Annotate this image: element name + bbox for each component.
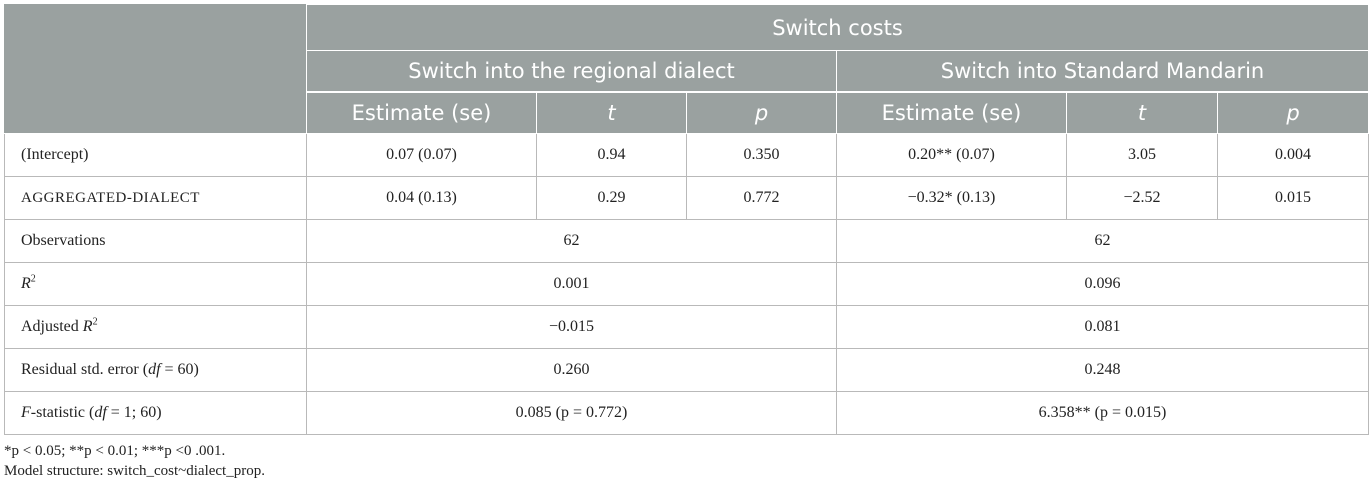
table-header: Switch costs Switch into the regional di… <box>4 4 1369 134</box>
table-cell: 0.94 <box>536 133 687 177</box>
table-row: Observations 62 62 <box>4 219 1369 263</box>
header-col-estimate: Estimate (se) <box>306 91 537 134</box>
label-suffix: = 1; 60) <box>106 404 162 421</box>
table-cell: 62 <box>306 219 837 263</box>
row-label: Adjusted R2 <box>4 305 307 349</box>
regression-table: Switch costs Switch into the regional di… <box>4 4 1369 435</box>
table-cell: 0.081 <box>836 305 1369 349</box>
header-col-t: t <box>536 91 687 134</box>
table-cell: 0.29 <box>536 176 687 220</box>
label-prefix: Adjusted <box>21 318 83 335</box>
header-col-p: p <box>1217 91 1369 134</box>
label-f: F <box>21 404 31 421</box>
row-label: R2 <box>4 262 307 306</box>
label-mid: -statistic ( <box>30 404 95 421</box>
header-subgroup-regional: Switch into the regional dialect <box>306 50 837 93</box>
row-label: Residual std. error (df = 60) <box>4 348 307 392</box>
header-col-p: p <box>686 91 837 134</box>
table-cell: 0.001 <box>306 262 837 306</box>
table-cell: 6.358** (p = 0.015) <box>836 391 1369 435</box>
label-df: df <box>148 361 161 378</box>
row-label: F-statistic (df = 1; 60) <box>4 391 307 435</box>
table-cell: 0.04 (0.13) <box>306 176 537 220</box>
label-suffix: = 60) <box>160 361 199 378</box>
table-cell: 0.015 <box>1217 176 1369 220</box>
table-cell: 0.20** (0.07) <box>836 133 1067 177</box>
table-row: R2 0.001 0.096 <box>4 262 1369 306</box>
table-cell: 0.772 <box>686 176 837 220</box>
table-cell: 0.248 <box>836 348 1369 392</box>
label-df: df <box>94 404 107 421</box>
table-row: (Intercept) 0.07 (0.07) 0.94 0.350 0.20*… <box>4 133 1369 177</box>
table-body: (Intercept) 0.07 (0.07) 0.94 0.350 0.20*… <box>4 133 1369 435</box>
table-row: AGGREGATED-DIALECT 0.04 (0.13) 0.29 0.77… <box>4 176 1369 220</box>
label-prefix: Residual std. error ( <box>21 361 149 378</box>
header-group-title: Switch costs <box>306 4 1369 51</box>
table-row: F-statistic (df = 1; 60) 0.085 (p = 0.77… <box>4 391 1369 435</box>
header-stub <box>4 4 307 134</box>
row-label: Observations <box>4 219 307 263</box>
table-footnotes: *p < 0.05; **p < 0.01; ***p <0 .001. Mod… <box>4 441 265 481</box>
table-cell: −0.32* (0.13) <box>836 176 1067 220</box>
label-r: R <box>21 275 31 292</box>
table-cell: 0.350 <box>686 133 837 177</box>
model-footnote: Model structure: switch_cost~dialect_pro… <box>4 463 265 479</box>
table-cell: 3.05 <box>1066 133 1218 177</box>
header-col-t: t <box>1066 91 1218 134</box>
table-cell: 0.096 <box>836 262 1369 306</box>
row-label: (Intercept) <box>4 133 307 177</box>
table-row: Adjusted R2 −0.015 0.081 <box>4 305 1369 349</box>
row-label: AGGREGATED-DIALECT <box>4 176 307 220</box>
significance-footnote: *p < 0.05; **p < 0.01; ***p <0 .001. <box>4 443 226 459</box>
header-subgroup-mandarin: Switch into Standard Mandarin <box>836 50 1369 93</box>
table-cell: 0.085 (p = 0.772) <box>306 391 837 435</box>
label-sup: 2 <box>92 316 98 328</box>
label-sup: 2 <box>30 273 36 285</box>
header-col-estimate: Estimate (se) <box>836 91 1067 134</box>
table-row: Residual std. error (df = 60) 0.260 0.24… <box>4 348 1369 392</box>
table-cell: 0.07 (0.07) <box>306 133 537 177</box>
table-cell: −0.015 <box>306 305 837 349</box>
table-cell: 62 <box>836 219 1369 263</box>
table-cell: 0.004 <box>1217 133 1369 177</box>
table-cell: 0.260 <box>306 348 837 392</box>
label-r: R <box>82 318 93 335</box>
table-cell: −2.52 <box>1066 176 1218 220</box>
